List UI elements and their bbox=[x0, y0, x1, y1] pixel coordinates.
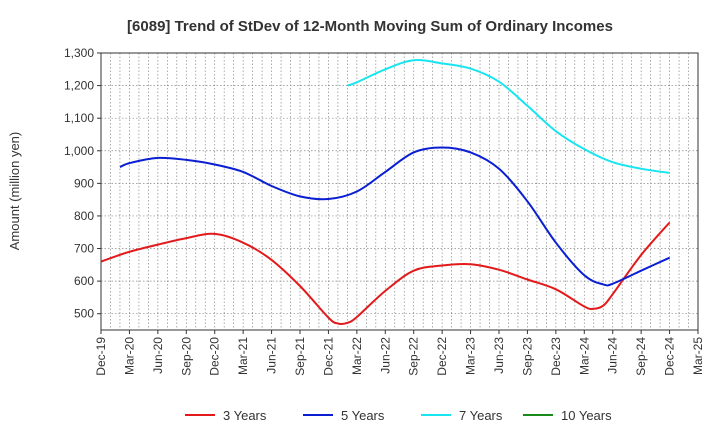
y-axis-label: Amount (million yen) bbox=[7, 132, 22, 251]
legend-label-7-years: 7 Years bbox=[459, 408, 503, 423]
x-tick-label: Dec-23 bbox=[549, 337, 563, 376]
y-tick-label: 800 bbox=[74, 209, 94, 223]
series-lines bbox=[100, 58, 671, 325]
x-tick-label: Sep-21 bbox=[293, 337, 307, 376]
x-tick-label: Mar-25 bbox=[691, 337, 705, 375]
grid bbox=[101, 52, 698, 330]
x-tick-label: Sep-23 bbox=[520, 337, 534, 376]
legend: 3 Years 5 Years 7 Years 10 Years bbox=[185, 408, 612, 423]
x-tick-label: Dec-21 bbox=[321, 337, 335, 376]
legend-label-10-years: 10 Years bbox=[561, 408, 612, 423]
x-tick-label: Dec-20 bbox=[208, 337, 222, 376]
legend-label-5-years: 5 Years bbox=[341, 408, 385, 423]
series-line-5-years bbox=[119, 146, 671, 287]
legend-label-3-years: 3 Years bbox=[223, 408, 267, 423]
x-tick-label: Jun-22 bbox=[378, 337, 392, 374]
x-tick-label: Sep-22 bbox=[407, 337, 421, 376]
y-tick-label: 1,300 bbox=[64, 46, 94, 60]
x-tick-label: Dec-22 bbox=[435, 337, 449, 376]
y-tick-label: 1,200 bbox=[64, 79, 94, 93]
series-line-7-years bbox=[347, 58, 670, 174]
y-tick-label: 1,000 bbox=[64, 144, 94, 158]
x-tick-label: Mar-22 bbox=[350, 337, 364, 375]
y-axis: 500 600 700 800 900 1,000 1,100 1,200 1,300 bbox=[64, 46, 101, 321]
plot-area bbox=[100, 52, 699, 331]
x-tick-label: Mar-21 bbox=[236, 337, 250, 375]
x-axis: Dec-19 Mar-20 Jun-20 Sep-20 Dec-20 Mar-21 Jun-… bbox=[94, 330, 705, 376]
x-tick-label: Jun-23 bbox=[492, 337, 506, 374]
y-tick-label: 700 bbox=[74, 242, 94, 256]
chart-title: [6089] Trend of StDev of 12-Month Moving… bbox=[127, 18, 613, 35]
y-tick-label: 1,100 bbox=[64, 111, 94, 125]
y-tick-label: 900 bbox=[74, 176, 94, 190]
x-tick-label: Jun-21 bbox=[265, 337, 279, 374]
x-tick-label: Jun-24 bbox=[606, 337, 620, 374]
y-tick-label: 500 bbox=[74, 307, 94, 321]
x-tick-label: Jun-20 bbox=[151, 337, 165, 374]
x-tick-label: Mar-23 bbox=[464, 337, 478, 375]
x-tick-label: Dec-19 bbox=[94, 337, 108, 376]
y-tick-label: 600 bbox=[74, 274, 94, 288]
x-tick-label: Dec-24 bbox=[663, 337, 677, 376]
x-tick-label: Sep-24 bbox=[634, 337, 648, 376]
series-line-3-years bbox=[100, 221, 671, 325]
x-tick-label: Mar-20 bbox=[122, 337, 136, 375]
x-tick-label: Mar-24 bbox=[577, 337, 591, 375]
x-tick-label: Sep-20 bbox=[179, 337, 193, 376]
